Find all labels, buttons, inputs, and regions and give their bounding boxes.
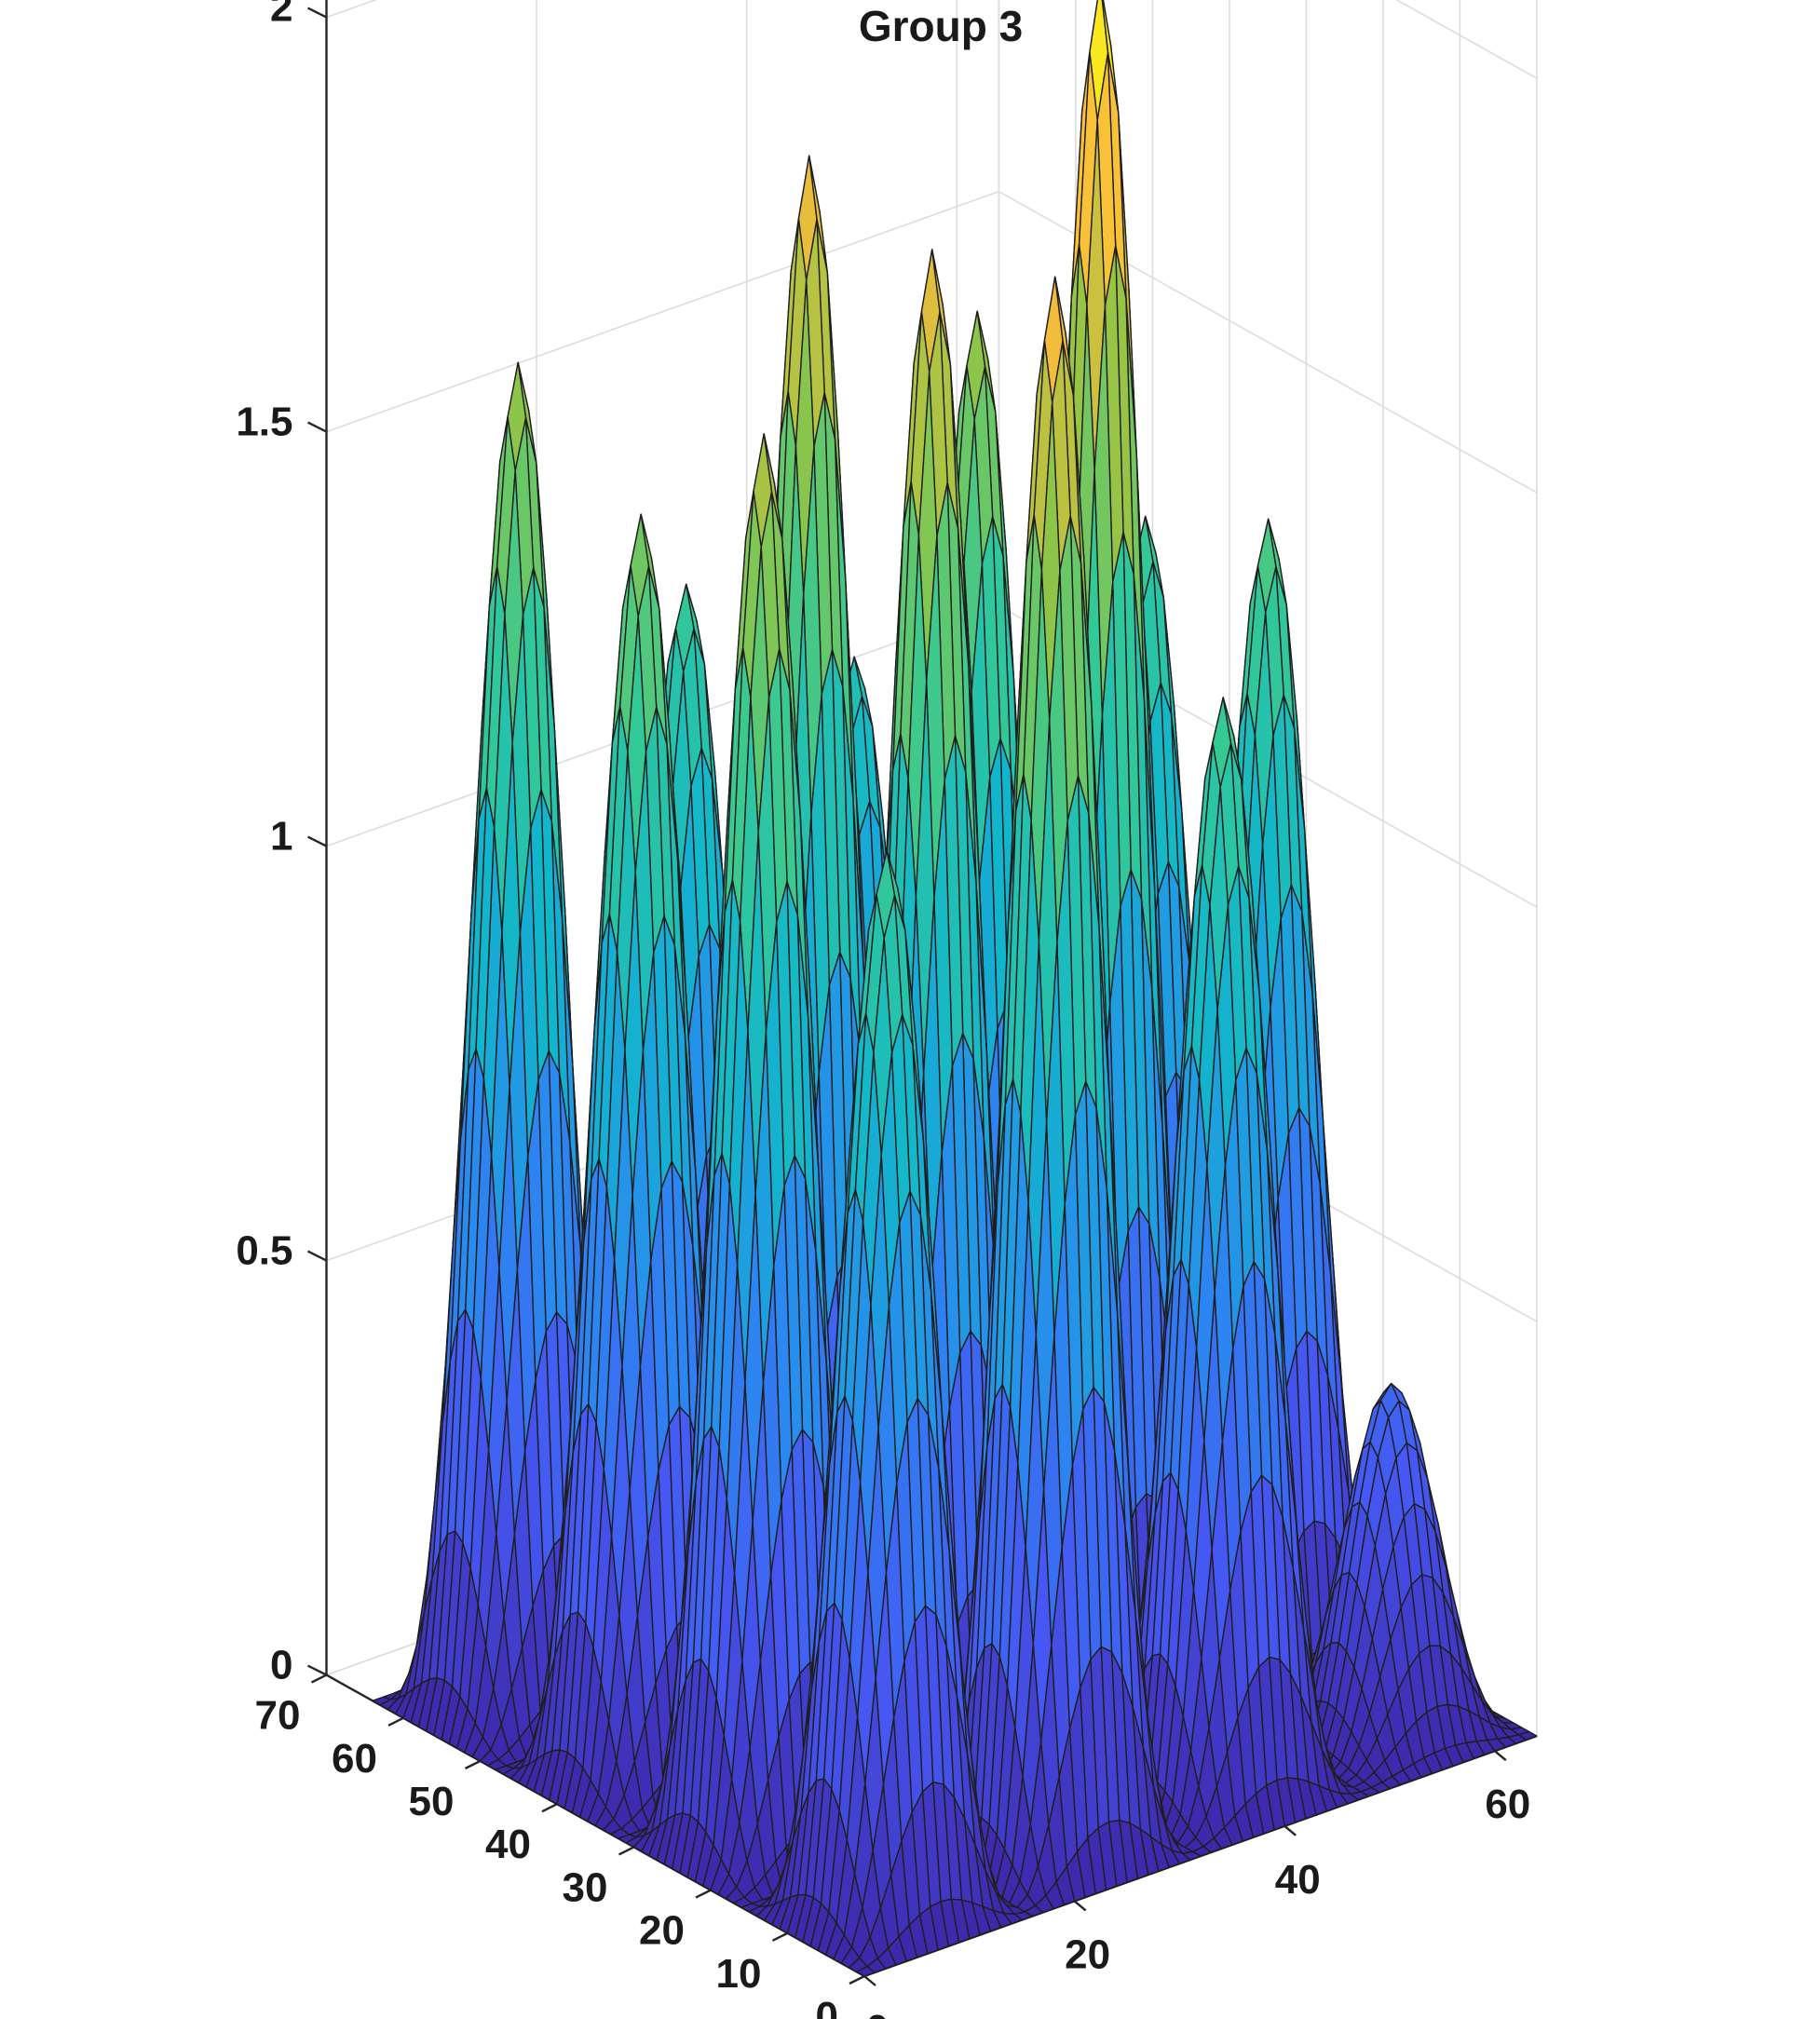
x-tick-mark <box>1073 1900 1087 1912</box>
surface-layer <box>372 0 1538 1977</box>
x-tick-mark <box>1494 1750 1507 1762</box>
tick-label-layer: 020406001020304050607000.511.522.5 <box>236 0 1530 2019</box>
y-tick-label: 50 <box>409 1779 455 1824</box>
y-tick-mark <box>464 1759 482 1770</box>
back-wall-grid-line <box>326 190 999 433</box>
y-tick-label: 70 <box>255 1693 301 1739</box>
z-tick-label: 0.5 <box>236 1228 292 1274</box>
y-tick-mark <box>695 1889 712 1899</box>
y-tick-mark <box>541 1803 558 1813</box>
z-tick-mark <box>306 1250 328 1262</box>
y-tick-mark <box>310 1673 328 1684</box>
y-tick-mark <box>771 1931 789 1942</box>
y-tick-label: 10 <box>716 1951 762 1997</box>
y-tick-mark <box>387 1716 404 1727</box>
y-tick-label: 30 <box>563 1864 608 1910</box>
side-wall-grid-line <box>1395 0 1538 79</box>
y-tick-label: 60 <box>332 1736 377 1782</box>
z-tick-mark <box>306 835 328 847</box>
z-tick-label: 1.5 <box>236 400 292 445</box>
z-tick-label: 2 <box>270 0 292 31</box>
y-tick-label: 40 <box>485 1822 531 1867</box>
x-tick-mark <box>1284 1824 1297 1836</box>
z-tick-label: 0 <box>270 1643 292 1688</box>
z-tick-mark <box>306 7 328 19</box>
z-tick-mark <box>306 1664 328 1676</box>
surface-patch <box>856 1965 876 1977</box>
y-tick-label: 20 <box>639 1908 685 1954</box>
x-tick-label: 40 <box>1275 1857 1321 1903</box>
z-tick-mark <box>306 421 328 433</box>
y-tick-label: 0 <box>816 1994 838 2019</box>
y-tick-mark <box>849 1974 865 1985</box>
y-tick-mark <box>618 1846 635 1856</box>
x-tick-label: 0 <box>866 2007 889 2019</box>
x-tick-label: 60 <box>1485 1782 1530 1827</box>
chart-title: Group 3 <box>859 2 1023 50</box>
x-tick-label: 20 <box>1065 1931 1110 1977</box>
z-tick-label: 1 <box>270 814 292 860</box>
x-tick-mark <box>863 1975 876 1986</box>
